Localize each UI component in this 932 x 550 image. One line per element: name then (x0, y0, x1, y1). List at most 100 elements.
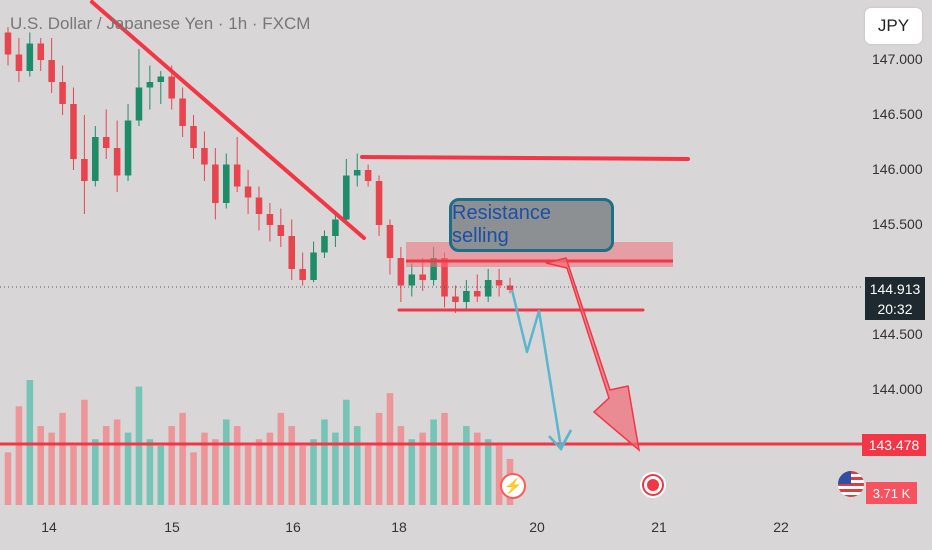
candle-body (201, 148, 208, 165)
currency-button[interactable]: JPY (865, 8, 922, 44)
candle-body (506, 285, 514, 290)
candle-body (179, 98, 186, 126)
time-label: 18 (391, 519, 407, 535)
price-label: 147.000 (872, 51, 923, 67)
volume-bar (201, 432, 208, 505)
last-price-value: 144.913 (869, 281, 921, 297)
candle-body (408, 274, 416, 286)
candle-body (321, 236, 328, 253)
volume-bar (4, 452, 12, 505)
price-label: 144.500 (872, 326, 923, 342)
candle-body (157, 76, 165, 82)
volume-bar (135, 386, 143, 505)
volume-bar (277, 412, 285, 505)
volume-bar (212, 439, 219, 505)
resistance-selling-note[interactable]: Resistance selling (449, 198, 614, 252)
volume-bar (157, 445, 165, 505)
top-resistance-line[interactable] (360, 155, 690, 161)
candle-body (452, 296, 459, 302)
candle-body (299, 269, 306, 280)
candle-body (59, 82, 66, 104)
price-label: 146.000 (872, 161, 923, 177)
red-dot-event-icon[interactable] (640, 472, 666, 498)
price-label: 144.000 (872, 381, 923, 397)
time-label: 21 (651, 519, 667, 535)
candle-body (353, 170, 361, 176)
volume-bar (146, 439, 154, 505)
candle-body (135, 87, 143, 121)
candlestick-series (4, 27, 514, 313)
volume-bar (299, 445, 306, 505)
volume-bar (321, 419, 328, 505)
time-label: 14 (41, 519, 57, 535)
candle-body (386, 225, 394, 258)
price-label: 145.500 (872, 216, 923, 232)
volume-bar (15, 406, 23, 505)
target-level-tag: 143.478 (862, 434, 926, 456)
candle-body (441, 258, 448, 297)
candle-body (397, 258, 405, 286)
candle-body (473, 291, 481, 297)
candle-body (430, 258, 437, 280)
projection-arrowhead (548, 429, 573, 452)
candle-body (277, 225, 285, 236)
lightning-event-icon[interactable]: ⚡ (500, 473, 526, 499)
volume-bar (288, 426, 296, 505)
volume-bar (168, 426, 175, 505)
volume-bar (452, 445, 459, 505)
volume-bar (48, 432, 55, 505)
volume-bar (386, 393, 394, 505)
volume-bar (59, 412, 66, 505)
candle-body (92, 137, 99, 181)
volume-bar (244, 445, 252, 505)
downtrend-line[interactable] (90, 0, 366, 240)
volume-bar (343, 399, 350, 505)
last-price-tag: 144.913 20:32 (865, 277, 925, 320)
candle-body (463, 291, 470, 302)
volume-bar (179, 412, 186, 505)
candle-body (146, 82, 154, 88)
sell-arrow[interactable] (545, 257, 641, 452)
candle-body (495, 280, 503, 286)
time-label: 20 (529, 519, 545, 535)
candle-body (375, 181, 383, 225)
candle-body (222, 164, 230, 203)
volume-bar (408, 439, 416, 505)
volume-bars (4, 380, 514, 505)
volume-bar (332, 432, 339, 505)
candle-body (419, 274, 426, 280)
volume-bar (364, 445, 372, 505)
candle-body (124, 120, 132, 176)
volume-bar (495, 445, 503, 505)
time-axis[interactable]: 14 15 16 18 20 21 22 (41, 519, 789, 535)
projection-path[interactable] (510, 289, 573, 450)
candle-body (168, 76, 175, 99)
candle-body (484, 280, 492, 297)
candle-body (332, 219, 339, 236)
volume-bar (102, 426, 110, 505)
candle-body (244, 186, 252, 198)
volume-bar (255, 439, 263, 505)
volume-bar (463, 426, 470, 505)
candle-body (4, 32, 12, 55)
candle-body (26, 43, 34, 71)
volume-bar (353, 426, 361, 505)
price-axis[interactable]: 147.000 146.500 146.000 145.500 144.500 … (872, 51, 923, 397)
candle-body (233, 164, 241, 187)
volume-bar (266, 432, 274, 505)
candle-body (266, 214, 274, 225)
chart-title: U.S. Dollar / Japanese Yen · 1h · FXCM (10, 14, 311, 33)
candle-body (102, 137, 110, 148)
candle-body (364, 170, 372, 181)
volume-bar (430, 419, 437, 505)
volume-bar (222, 419, 230, 505)
candle-body (212, 164, 219, 203)
time-label: 15 (164, 519, 180, 535)
price-label: 146.500 (872, 106, 923, 122)
volume-bar (310, 439, 317, 505)
volume-bar (37, 426, 45, 505)
us-flag-event-icon[interactable] (838, 471, 864, 497)
candle-body (37, 43, 45, 60)
